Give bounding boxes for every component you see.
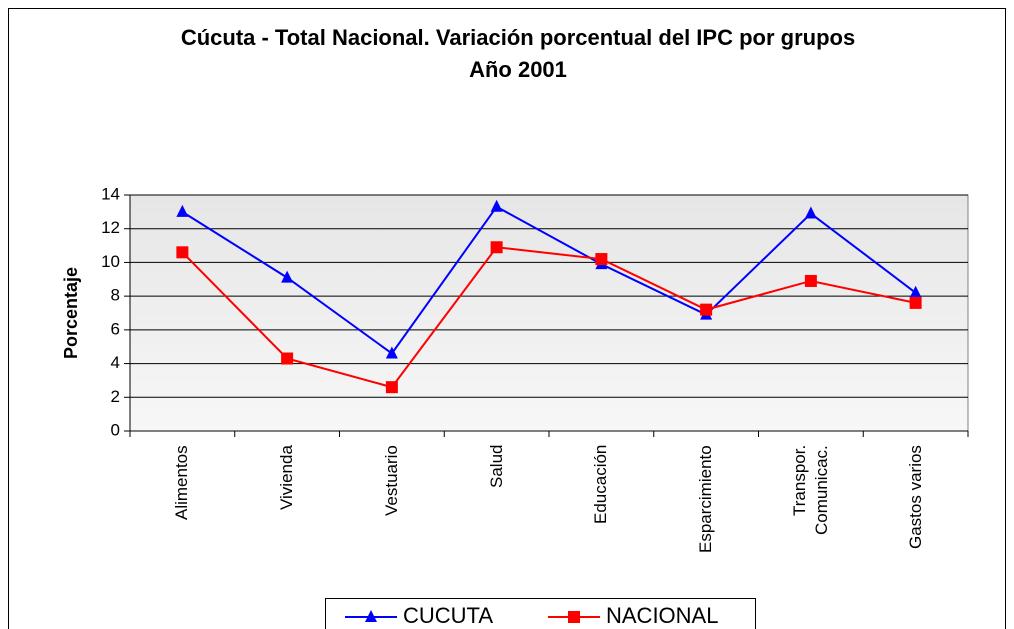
marker bbox=[385, 381, 398, 394]
marker bbox=[490, 199, 503, 212]
series-line bbox=[181, 246, 916, 389]
marker bbox=[568, 611, 580, 623]
marker bbox=[700, 303, 713, 316]
y-tick-label: 8 bbox=[111, 286, 120, 305]
marker bbox=[176, 204, 189, 217]
x-tick-label: Educación bbox=[591, 445, 611, 525]
y-axis-label: Porcentaje bbox=[61, 267, 81, 359]
marker bbox=[385, 346, 398, 359]
chart-border bbox=[8, 8, 1006, 629]
marker bbox=[281, 270, 294, 283]
legend-box bbox=[325, 598, 756, 629]
subtitle: Año 2001 bbox=[469, 57, 567, 82]
legend-label: CUCUTA bbox=[403, 603, 493, 628]
x-tick-label: Transpor. Comunicac. bbox=[789, 445, 831, 535]
y-tick-label: 10 bbox=[101, 252, 120, 271]
marker bbox=[176, 246, 189, 259]
marker bbox=[281, 352, 294, 365]
x-tick-label: Salud bbox=[486, 445, 506, 489]
title: Cúcuta - Total Nacional. Variación porce… bbox=[180, 25, 856, 50]
x-tick-label: Esparcimiento bbox=[696, 445, 716, 553]
marker bbox=[595, 253, 608, 266]
x-tick-label: Gastos varios bbox=[905, 445, 925, 549]
legend-label: NACIONAL bbox=[606, 603, 718, 628]
chart-title: Cúcuta - Total Nacional. Variación porce… bbox=[138, 22, 898, 86]
y-tick-label: 0 bbox=[111, 420, 120, 439]
y-tick-label: 4 bbox=[111, 353, 120, 372]
marker bbox=[365, 610, 377, 622]
plot-area bbox=[129, 194, 969, 432]
y-tick-label: 2 bbox=[111, 387, 120, 406]
series-line bbox=[181, 205, 917, 355]
x-tick-label: Vivienda bbox=[277, 445, 297, 510]
marker bbox=[490, 241, 503, 254]
marker bbox=[909, 296, 922, 309]
y-tick-label: 12 bbox=[101, 218, 120, 237]
y-tick-label: 6 bbox=[111, 319, 120, 338]
x-tick-label: Vestuario bbox=[381, 445, 401, 516]
marker bbox=[804, 206, 817, 219]
marker bbox=[909, 285, 922, 298]
y-tick-label: 14 bbox=[101, 184, 120, 203]
x-tick-label: Alimentos bbox=[172, 445, 192, 520]
marker bbox=[804, 274, 817, 287]
